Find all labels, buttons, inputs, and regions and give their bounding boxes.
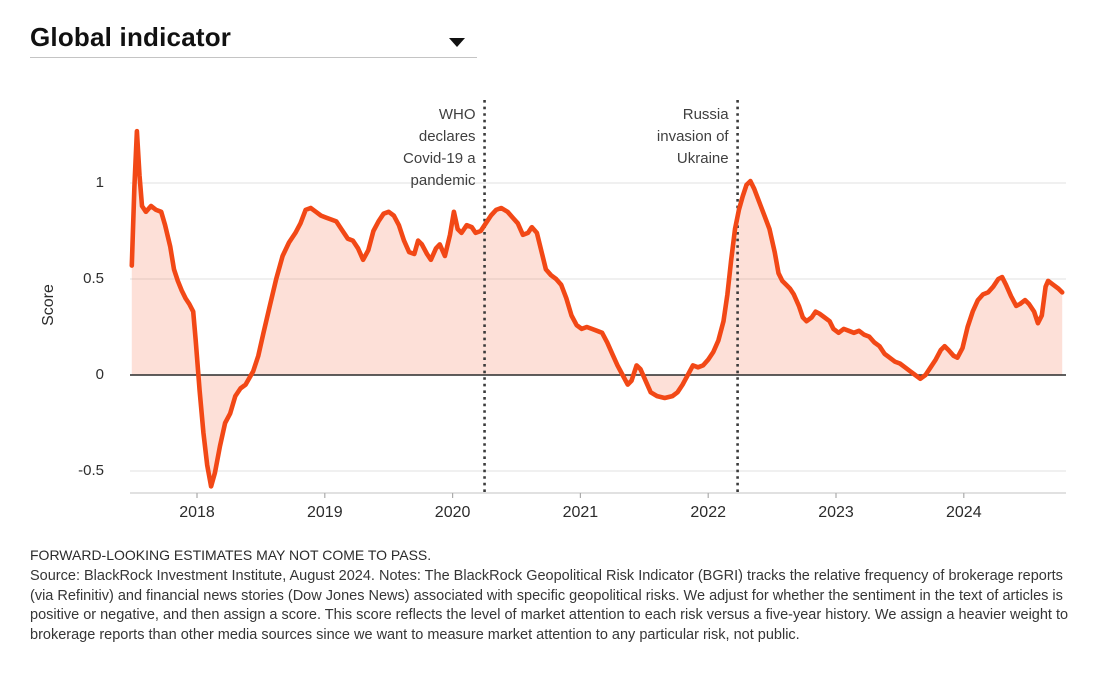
header-divider [30, 57, 477, 58]
x-tick-label: 2022 [690, 504, 726, 521]
disclaimer-text: FORWARD-LOOKING ESTIMATES MAY NOT COME T… [30, 547, 432, 563]
x-tick-label: 2024 [946, 504, 982, 521]
x-tick-label: 2023 [818, 504, 854, 521]
indicator-line [129, 128, 1065, 489]
x-tick-label: 2018 [179, 504, 215, 521]
chevron-down-icon[interactable] [449, 38, 465, 47]
source-notes-text: Source: BlackRock Investment Institute, … [30, 568, 1069, 643]
x-tick-label: 2020 [434, 504, 471, 521]
annotation-who-pandemic: WHO declares Covid-19 a pandemic [403, 106, 476, 189]
x-tick-label: 2019 [307, 504, 343, 521]
y-tick-label: 0 [95, 366, 104, 383]
y-tick-label: 1 [95, 174, 104, 191]
y-tick-label: 0.5 [83, 270, 104, 287]
y-tick-label: -0.5 [78, 462, 104, 479]
indicator-dropdown[interactable]: Global indicator [30, 22, 477, 58]
x-tick-label: 2021 [562, 504, 599, 521]
indicator-area [131, 131, 1063, 487]
footer: FORWARD-LOOKING ESTIMATES MAY NOT COME T… [30, 546, 1082, 645]
annotation-russia-ukraine: Russia invasion of Ukraine [656, 106, 729, 167]
page-title[interactable]: Global indicator [30, 22, 232, 52]
